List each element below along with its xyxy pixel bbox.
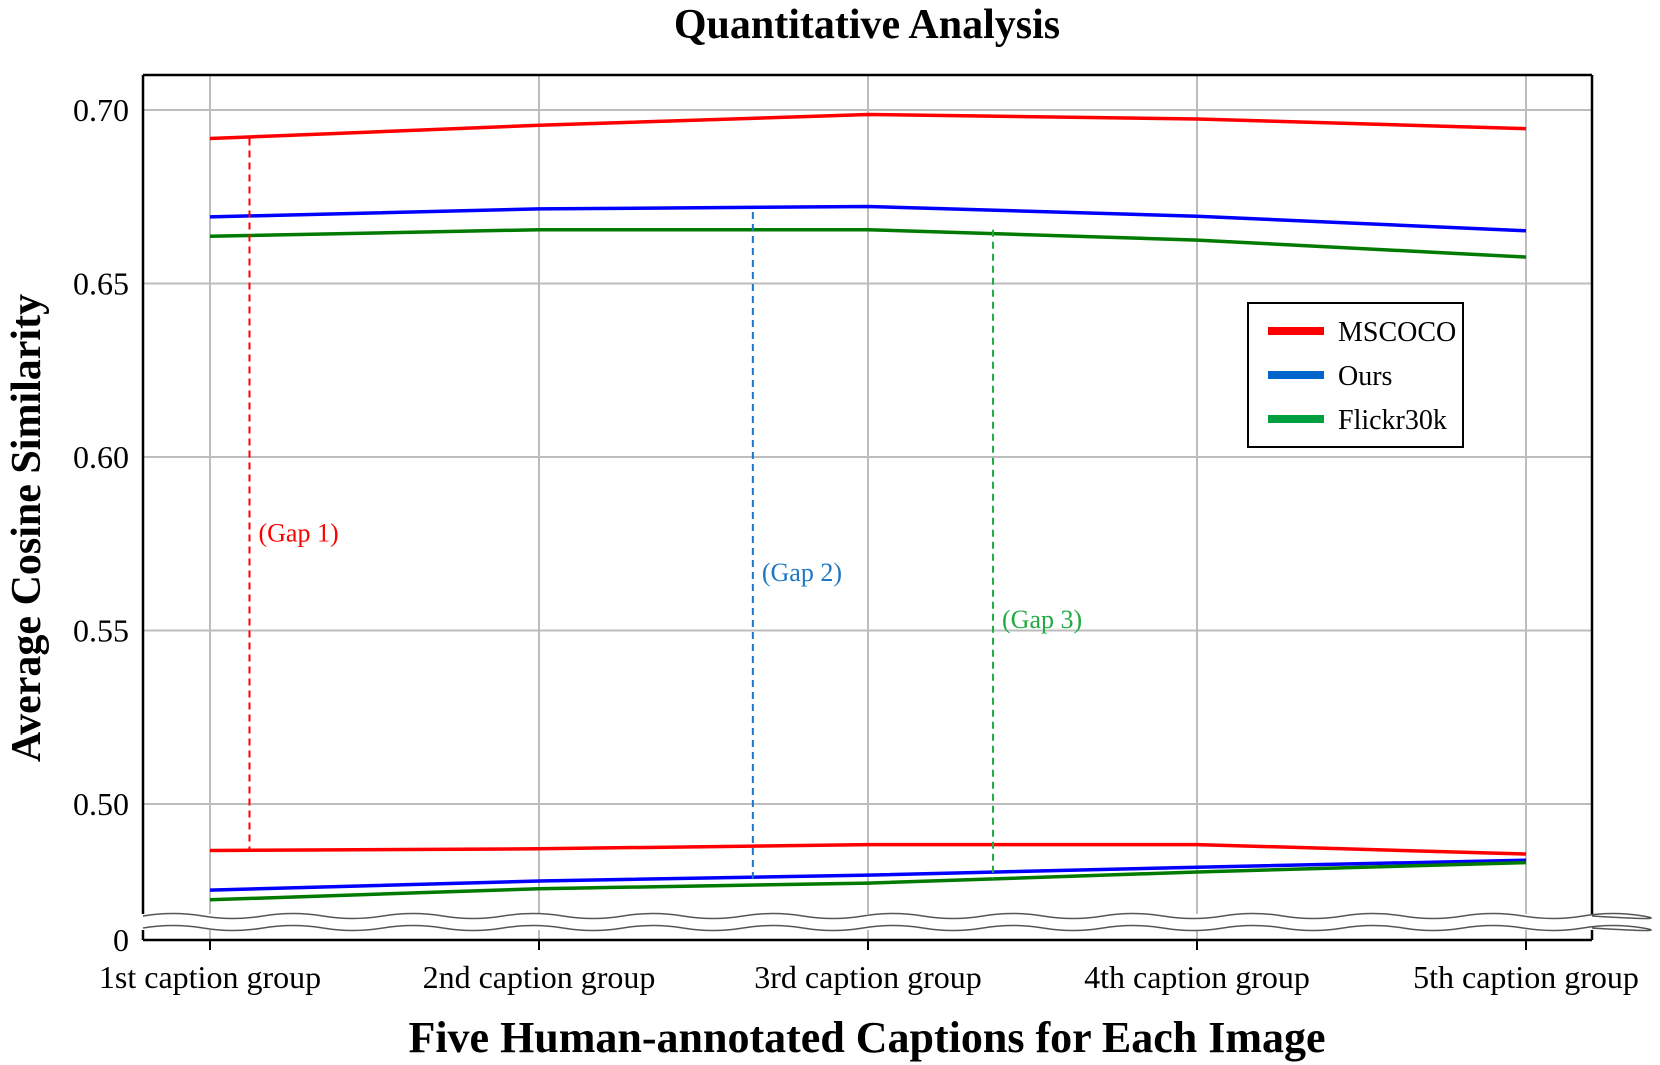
axis-break-line <box>142 912 1652 920</box>
axis-break-band <box>141 914 1594 930</box>
y-tick-label: 0.65 <box>73 266 129 302</box>
gap-label-2: (Gap 2) <box>762 558 842 587</box>
gap-label-3: (Gap 3) <box>1002 605 1082 634</box>
x-tick-label: 5th caption group <box>1413 959 1639 995</box>
legend: MSCOCO Ours Flickr30k <box>1247 302 1464 448</box>
series-line-mscoco <box>209 842 1527 856</box>
axes <box>141 73 1652 950</box>
legend-label-mscoco: MSCOCO <box>1338 317 1456 348</box>
series-line-flickr30k <box>209 860 1527 902</box>
series-lines <box>209 112 1527 902</box>
chart-title: Quantitative Analysis <box>674 2 1060 48</box>
series-line-mscoco <box>209 112 1527 141</box>
y-axis-label: Average Cosine Similarity <box>4 294 50 762</box>
x-tick-label: 1st caption group <box>99 959 321 995</box>
legend-label-flickr30k: Flickr30k <box>1338 405 1447 436</box>
series-line-flickr30k <box>209 227 1527 259</box>
gap-annotations: (Gap 1) (Gap 2) (Gap 3) <box>248 138 1082 882</box>
x-tick-label: 4th caption group <box>1084 959 1310 995</box>
legend-label-ours: Ours <box>1338 361 1392 392</box>
y-tick-label-zero: 0 <box>113 922 129 958</box>
y-tick-labels: 0.70 0.65 0.60 0.55 0.50 0 <box>73 92 129 958</box>
x-tick-labels: 1st caption group 2nd caption group 3rd ca… <box>99 959 1639 995</box>
x-tick-label: 3rd caption group <box>754 959 982 995</box>
series-line-ours <box>209 204 1527 233</box>
gap-label-1: (Gap 1) <box>258 518 338 547</box>
y-tick-label: 0.70 <box>73 92 129 128</box>
x-tick-label: 2nd caption group <box>423 959 656 995</box>
y-tick-label: 0.50 <box>73 786 129 822</box>
grid-lines <box>143 75 1592 940</box>
axis-break-line <box>142 924 1652 932</box>
y-tick-label: 0.55 <box>73 613 129 649</box>
series-line-ours <box>209 858 1527 892</box>
y-tick-label: 0.60 <box>73 439 129 475</box>
x-axis-label: Five Human-annotated Captions for Each I… <box>408 1013 1325 1062</box>
